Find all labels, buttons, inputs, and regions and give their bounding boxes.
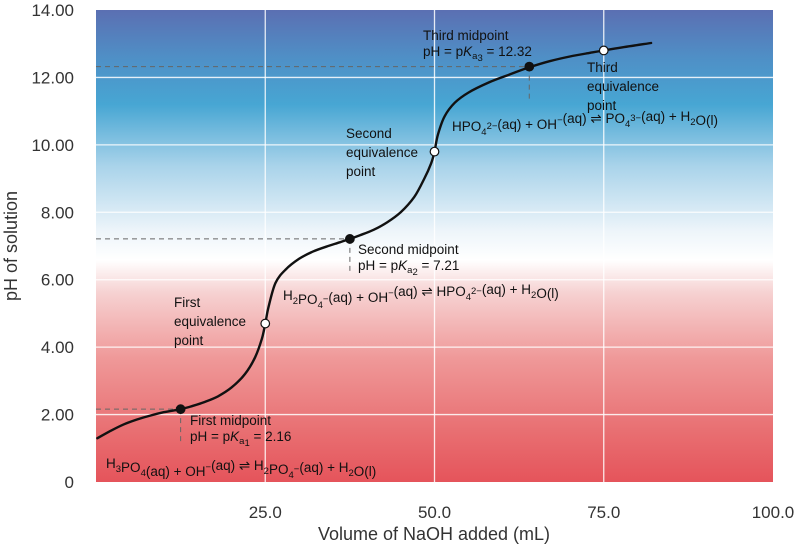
- x-tick-label: 100.0: [752, 503, 795, 522]
- reaction-equation-1: H3PO4(aq) + OH−(aq) ⇌ H2PO4−(aq) + H2O(l…: [106, 456, 376, 481]
- midpoint-pka-label: pH = pKa2 = 7.21: [358, 258, 459, 278]
- equivalence-point-label: point: [587, 98, 617, 113]
- grid-lines: [96, 10, 773, 482]
- equivalence-point-marker: [598, 45, 609, 56]
- reaction-equation-3: HPO42−(aq) + OH−(aq) ⇌ PO43−(aq) + H2O(l…: [452, 109, 718, 138]
- guide-lines: [96, 66, 530, 446]
- y-tick-label: 10.00: [31, 136, 74, 155]
- equivalence-point-label: point: [346, 164, 376, 179]
- midpoint-pka-label: pH = pKa1 = 2.16: [190, 429, 291, 449]
- equivalence-point-label: equivalence: [174, 314, 246, 329]
- y-tick-label: 14.00: [31, 1, 74, 20]
- equivalence-point-label: Second: [346, 126, 392, 141]
- x-tick-label: 50.0: [418, 503, 451, 522]
- equivalence-point-marker: [429, 146, 440, 157]
- x-axis-title: Volume of NaOH added (mL): [318, 524, 550, 544]
- y-tick-label: 6.00: [41, 271, 74, 290]
- point-markers: [175, 45, 609, 415]
- equivalence-point-label: Third: [587, 60, 618, 75]
- equivalence-point-label: First: [174, 295, 200, 310]
- y-tick-label: 0: [65, 473, 74, 492]
- y-axis-title: pH of solution: [1, 191, 21, 301]
- x-tick-label: 75.0: [587, 503, 620, 522]
- reaction-equation-2: H2PO4−(aq) + OH−(aq) ⇌ HPO42−(aq) + H2O(…: [283, 282, 559, 311]
- midpoint-marker: [344, 234, 355, 244]
- midpoint-label: Second midpoint: [358, 242, 459, 257]
- y-tick-label: 12.00: [31, 68, 74, 87]
- midpoint-marker: [524, 61, 535, 72]
- equivalence-point-marker: [260, 318, 271, 329]
- equivalence-point-label: point: [174, 333, 204, 348]
- y-tick-label: 8.00: [41, 203, 74, 222]
- midpoint-label: Third midpoint: [423, 28, 509, 43]
- midpoint-pka-label: pH = pKa3 = 12.32: [423, 44, 532, 64]
- midpoint-marker: [175, 404, 186, 415]
- midpoint-label: First midpoint: [190, 413, 271, 428]
- x-tick-label: 25.0: [249, 503, 282, 522]
- y-tick-label: 2.00: [41, 406, 74, 425]
- y-tick-label: 4.00: [41, 338, 74, 357]
- equivalence-point-label: equivalence: [346, 145, 418, 160]
- y-axis-ticks: 0 2.00 4.00 6.00 8.00 10.00 12.00 14.00: [31, 1, 74, 492]
- x-axis-ticks: 25.0 50.0 75.0 100.0: [249, 503, 795, 522]
- equivalence-point-label: equivalence: [587, 79, 659, 94]
